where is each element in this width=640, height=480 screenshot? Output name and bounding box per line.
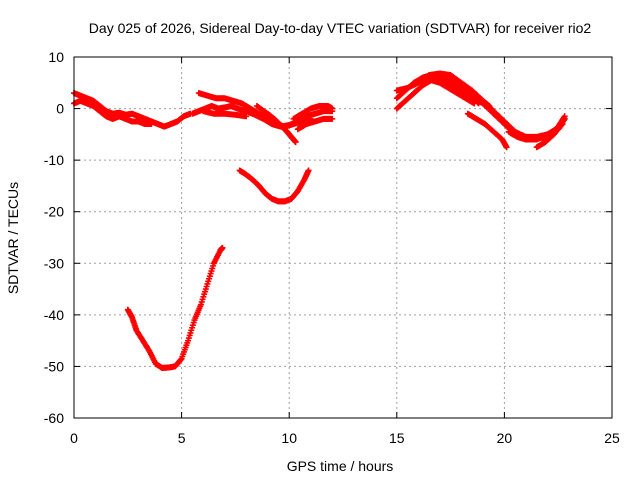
axis-ticks: 0 5 10 15 20 25 -60 -50 -40 -30 -20 -10 0 10 [44,49,620,446]
x-tick-label: 20 [497,430,513,446]
data-point [329,105,336,112]
data-point [503,144,510,151]
x-tick-label: 25 [604,430,620,446]
series-pass-2d [253,102,299,146]
data-point [559,121,566,128]
y-axis-label: SDTVAR / TECUs [5,182,21,294]
series-pass-5g [505,115,568,143]
data-point [243,113,250,120]
series-pass-2c [200,108,250,120]
x-tick-label: 10 [281,430,297,446]
y-tick-label: -20 [44,204,64,220]
plot-frame [73,56,613,419]
x-axis-label: GPS time / hours [287,458,394,474]
data-point [292,139,299,146]
data-point [474,99,481,106]
y-tick-label: -60 [44,410,64,426]
y-tick-label: -50 [44,358,64,374]
series-pass-5c [393,74,568,140]
series-pass-1 [71,90,194,130]
chart-title: Day 025 of 2026, Sidereal Day-to-day VTE… [89,20,592,36]
data-point [475,100,482,107]
y-tick-label: 10 [48,49,64,65]
series-pass-2f [294,115,336,133]
x-tick-label: 5 [178,430,186,446]
data-series [71,70,568,371]
y-tick-label: -10 [44,152,64,168]
series-pass-4 [124,244,226,371]
series-pass-1b [71,97,155,128]
series-pass-5h [533,121,566,151]
x-tick-label: 15 [389,430,405,446]
data-point [329,115,336,122]
series-pass-2e [290,102,336,122]
x-tick-label: 0 [70,430,78,446]
y-tick-label: -30 [44,255,64,271]
series-pass-5e [436,77,482,107]
data-point [305,167,312,174]
series-pass-3 [236,167,312,205]
data-point [148,121,155,128]
y-tick-label: -40 [44,307,64,323]
data-point [177,356,184,363]
y-tick-label: 0 [56,101,64,117]
data-point [219,244,226,251]
series-pass-5f [464,110,510,151]
data-point [561,115,568,122]
